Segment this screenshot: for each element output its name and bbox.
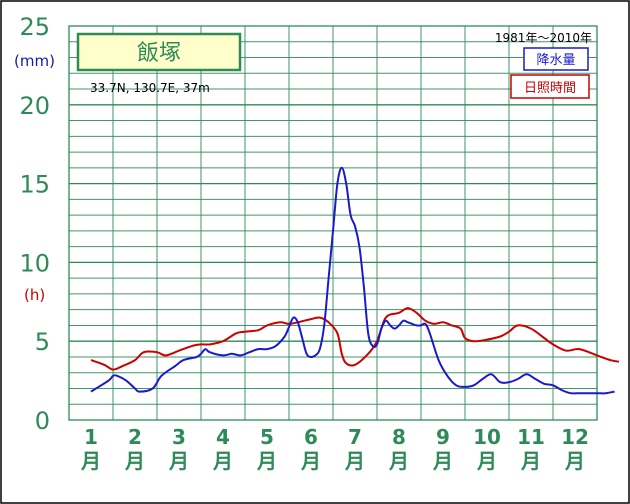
month-suffix: 月 — [564, 449, 585, 473]
y-tick-label: 15 — [19, 171, 50, 199]
month-label: 9 — [436, 425, 450, 449]
month-suffix: 月 — [80, 449, 101, 473]
y-tick-label: 10 — [19, 249, 50, 277]
period-label: 1981年～2010年 — [495, 31, 592, 45]
month-label: 4 — [216, 425, 230, 449]
grid — [69, 26, 597, 420]
location-label: 33.7N, 130.7E, 37m — [90, 81, 210, 95]
legend-precip: 降水量 — [536, 53, 575, 68]
series-line — [90, 166, 615, 395]
series-sunshine — [90, 307, 620, 371]
sunshine-unit-label: (h) — [24, 286, 45, 304]
precip-unit-label: (mm) — [14, 52, 55, 70]
month-label: 3 — [172, 425, 186, 449]
month-label: 5 — [260, 425, 274, 449]
station-name: 飯塚 — [137, 41, 181, 66]
month-suffix: 月 — [124, 449, 145, 473]
month-label: 6 — [304, 425, 318, 449]
series-precip — [90, 166, 615, 395]
month-suffix: 月 — [300, 449, 321, 473]
month-label: 7 — [348, 425, 362, 449]
month-suffix: 月 — [388, 449, 409, 473]
month-label: 11 — [517, 425, 545, 449]
month-label: 1 — [84, 425, 98, 449]
y-tick-label: 20 — [19, 92, 50, 120]
month-suffix: 月 — [168, 449, 189, 473]
month-suffix: 月 — [344, 449, 365, 473]
y-tick-label: 0 — [35, 407, 50, 435]
y-tick-label: 25 — [19, 13, 50, 41]
month-suffix: 月 — [256, 449, 277, 473]
month-suffix: 月 — [432, 449, 453, 473]
month-suffix: 月 — [212, 449, 233, 473]
legend-sunshine-box — [510, 74, 590, 99]
y-tick-label: 5 — [35, 328, 50, 356]
month-label: 12 — [561, 425, 589, 449]
month-label: 10 — [473, 425, 501, 449]
y-axis: 0 5 10 15 20 25 — [19, 13, 50, 435]
series-lines — [90, 166, 620, 395]
month-label: 2 — [128, 425, 142, 449]
plot-area — [68, 25, 598, 421]
month-suffix: 月 — [476, 449, 497, 473]
legend-precip-box — [523, 47, 589, 71]
station-name-box — [76, 32, 242, 72]
month-suffix: 月 — [520, 449, 541, 473]
legend-sunshine: 日照時間 — [524, 81, 576, 96]
month-label: 8 — [392, 425, 406, 449]
series-line — [90, 307, 620, 371]
